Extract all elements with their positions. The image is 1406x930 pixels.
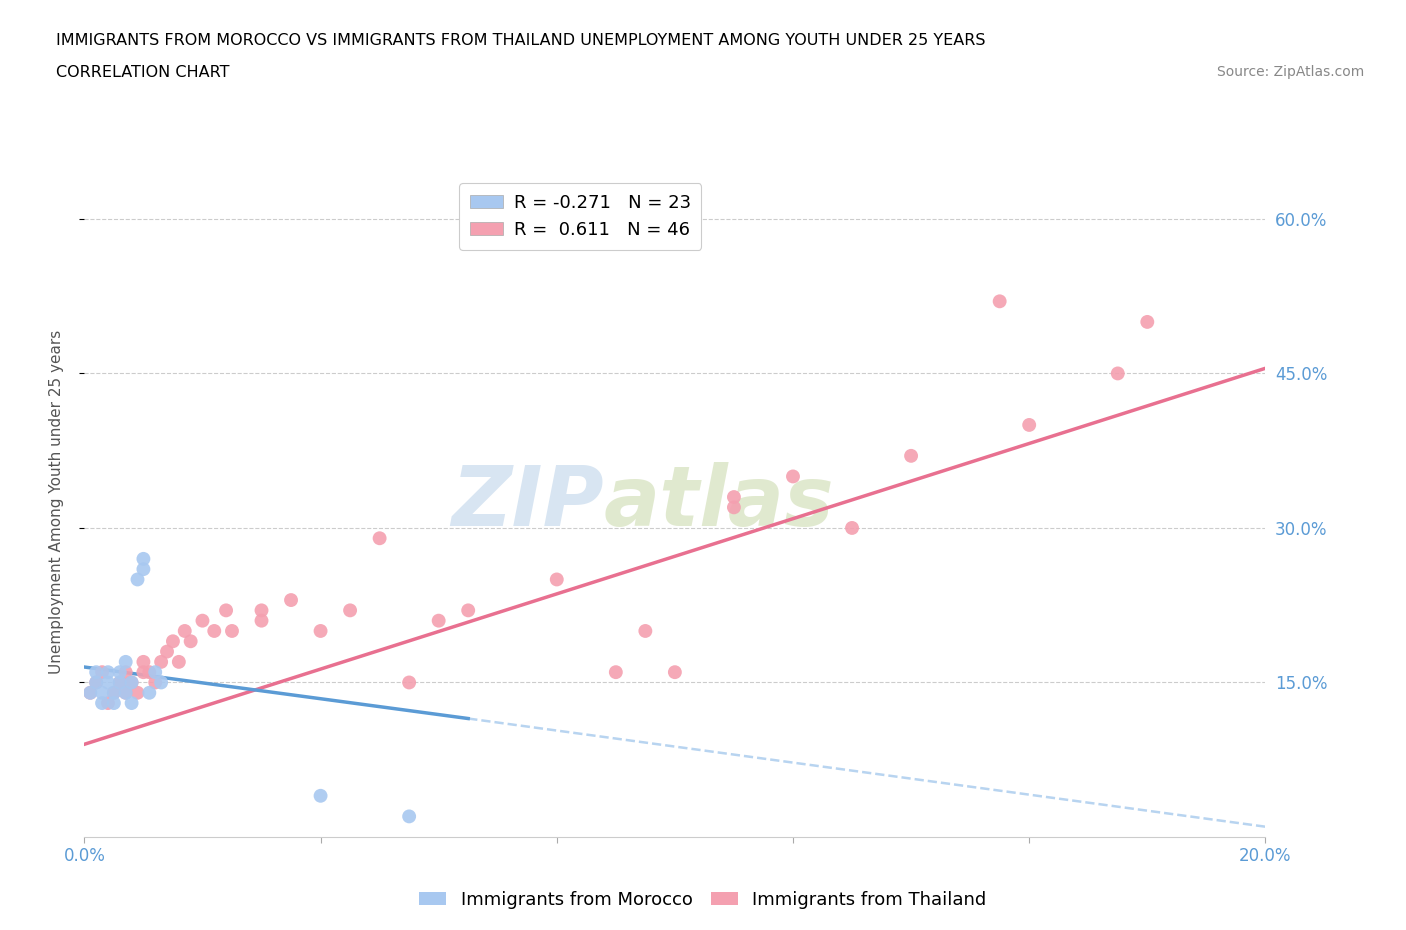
Point [108, 675, 131, 690]
Point [121, 675, 143, 690]
Point [398, 675, 420, 690]
Point [97, 665, 120, 680]
Point [138, 665, 160, 680]
Point [79, 685, 101, 700]
Point [132, 665, 155, 680]
Point [156, 644, 179, 659]
Point [1136, 314, 1159, 329]
Point [280, 592, 302, 607]
Point [427, 613, 450, 628]
Point [250, 613, 273, 628]
Point [339, 603, 361, 618]
Point [127, 572, 149, 587]
Point [457, 603, 479, 618]
Point [150, 675, 173, 690]
Point [150, 655, 173, 670]
Point [723, 500, 745, 515]
Point [121, 696, 143, 711]
Point [138, 685, 160, 700]
Point [97, 696, 120, 711]
Point [91, 696, 114, 711]
Point [605, 665, 627, 680]
Point [114, 685, 136, 700]
Point [84, 665, 107, 680]
Point [900, 448, 922, 463]
Point [221, 623, 243, 638]
Point [103, 685, 125, 700]
Point [114, 665, 136, 680]
Point [132, 562, 155, 577]
Point [398, 809, 420, 824]
Point [546, 572, 568, 587]
Point [167, 655, 190, 670]
Point [841, 521, 863, 536]
Point [180, 634, 202, 649]
Text: IMMIGRANTS FROM MOROCCO VS IMMIGRANTS FROM THAILAND UNEMPLOYMENT AMONG YOUTH UND: IMMIGRANTS FROM MOROCCO VS IMMIGRANTS FR… [56, 33, 986, 47]
Point [97, 675, 120, 690]
Point [250, 603, 273, 618]
Point [309, 623, 332, 638]
Legend: Immigrants from Morocco, Immigrants from Thailand: Immigrants from Morocco, Immigrants from… [412, 884, 994, 916]
Text: Source: ZipAtlas.com: Source: ZipAtlas.com [1216, 65, 1364, 79]
Point [114, 655, 136, 670]
Point [1018, 418, 1040, 432]
Legend: R = -0.271   N = 23, R =  0.611   N = 46: R = -0.271 N = 23, R = 0.611 N = 46 [460, 183, 702, 250]
Point [103, 696, 125, 711]
Point [108, 675, 131, 690]
Point [215, 603, 238, 618]
Point [191, 613, 214, 628]
Point [143, 665, 166, 680]
Point [121, 675, 143, 690]
Point [1107, 366, 1129, 381]
Point [309, 789, 332, 804]
Point [103, 685, 125, 700]
Point [84, 675, 107, 690]
Point [127, 685, 149, 700]
Point [143, 675, 166, 690]
Point [988, 294, 1011, 309]
Point [84, 675, 107, 690]
Point [782, 469, 804, 484]
Point [723, 489, 745, 504]
Point [368, 531, 391, 546]
Text: CORRELATION CHART: CORRELATION CHART [56, 65, 229, 80]
Point [202, 623, 225, 638]
Point [132, 551, 155, 566]
Point [664, 665, 686, 680]
Text: atlas: atlas [605, 461, 835, 543]
Point [132, 655, 155, 670]
Point [91, 685, 114, 700]
Point [108, 665, 131, 680]
Point [173, 623, 195, 638]
Text: ZIP: ZIP [451, 461, 605, 543]
Point [79, 685, 101, 700]
Point [634, 623, 657, 638]
Point [162, 634, 184, 649]
Y-axis label: Unemployment Among Youth under 25 years: Unemployment Among Youth under 25 years [49, 330, 63, 674]
Point [91, 665, 114, 680]
Point [114, 685, 136, 700]
